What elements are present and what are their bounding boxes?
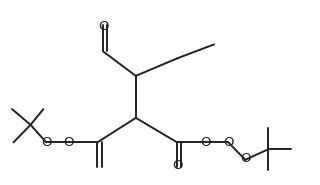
Text: O: O [240,152,251,165]
Text: O: O [172,159,182,172]
Text: O: O [200,136,211,149]
Text: O: O [64,136,74,149]
Text: O: O [98,20,108,33]
Text: O: O [41,136,52,149]
Text: O: O [223,136,234,149]
